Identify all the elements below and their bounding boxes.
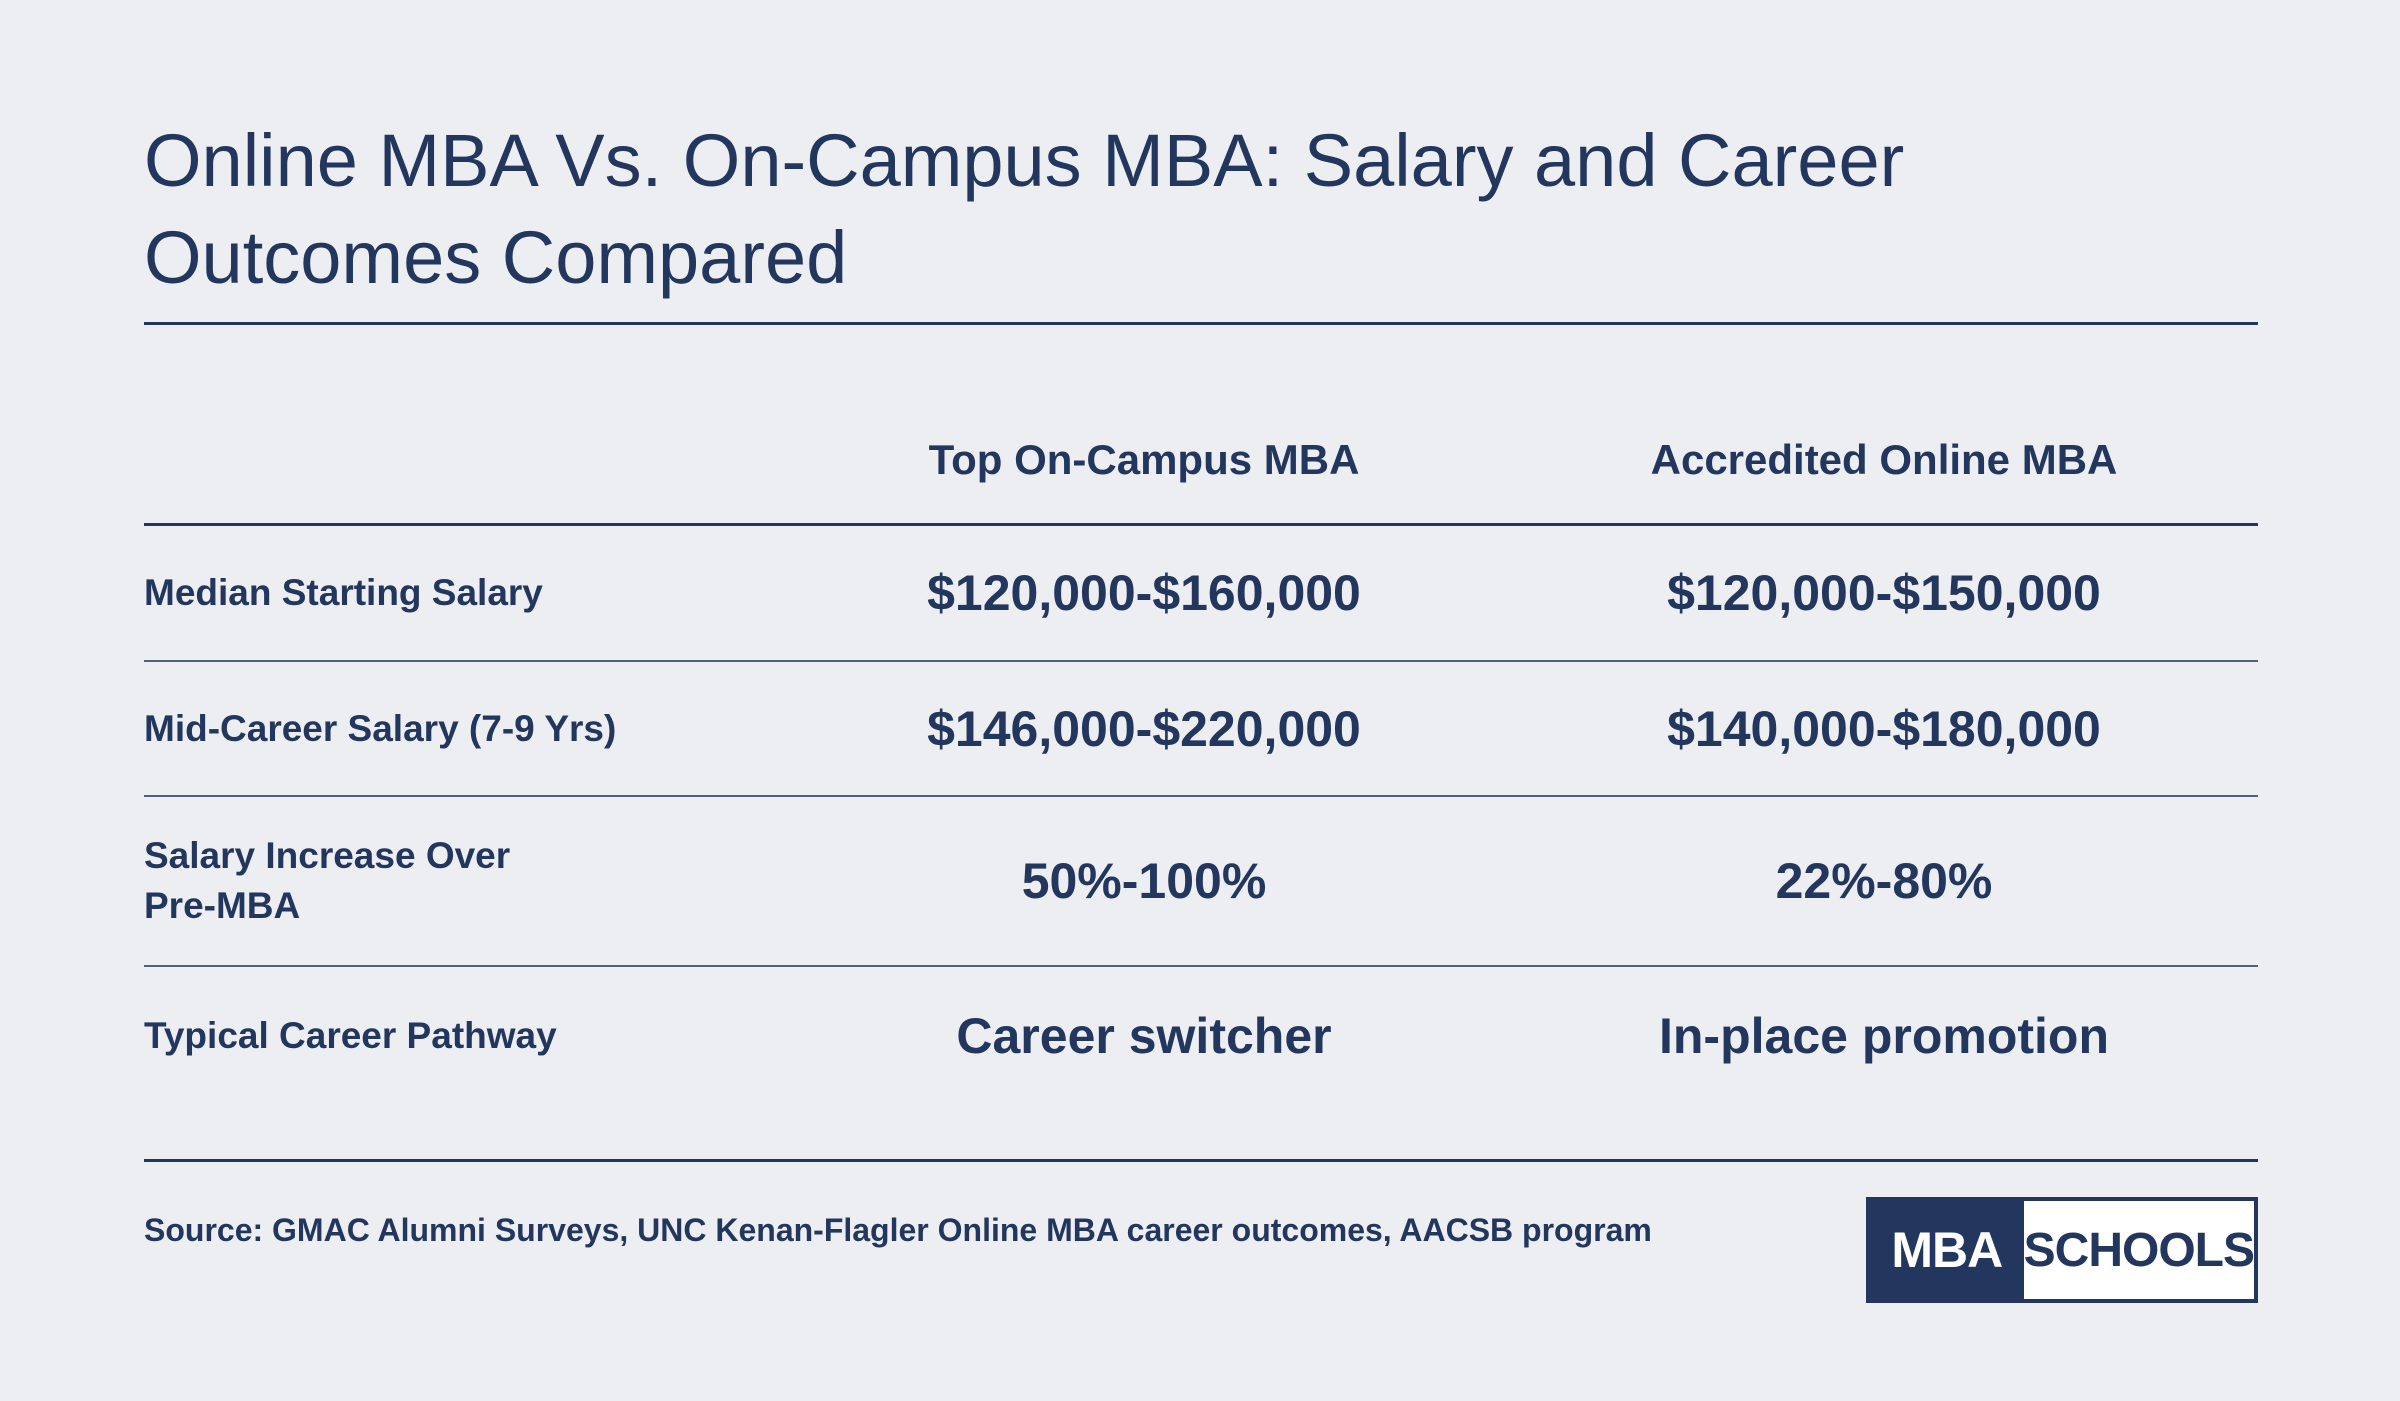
cell-on-campus: $146,000-$220,000	[927, 700, 1361, 757]
row-label: Mid-Career Salary (7-9 Yrs)	[144, 707, 617, 749]
column-header-online: Accredited Online MBA	[1650, 436, 2118, 483]
cell-on-campus: 50%-100%	[1021, 853, 1267, 909]
column-header-on-campus: Top On-Campus MBA	[928, 436, 1360, 483]
logo-mba-text: MBA	[1870, 1201, 2024, 1299]
row-label: Median Starting Salary	[144, 571, 543, 613]
cell-on-campus: Career switcher	[956, 1007, 1332, 1064]
cell-on-campus: $120,000-$160,000	[927, 564, 1361, 621]
row-divider	[144, 795, 2258, 797]
cell-online: 22%-80%	[1775, 853, 1993, 909]
row-label: Salary Increase Over Pre-MBA	[144, 835, 511, 926]
cell-online: $120,000-$150,000	[1667, 564, 2101, 621]
row-divider	[144, 965, 2258, 967]
row-label: Typical Career Pathway	[144, 1014, 557, 1056]
header-divider	[144, 523, 2258, 526]
table-row: Median Starting Salary $120,000-$160,000…	[144, 525, 2258, 660]
footer-divider	[144, 1159, 2258, 1162]
logo-schools-text: SCHOOLS	[2023, 1223, 2255, 1277]
source-note: Source: GMAC Alumni Surveys, UNC Kenan-F…	[144, 1212, 1652, 1248]
table-row: Mid-Career Salary (7-9 Yrs) $146,000-$22…	[144, 662, 2258, 795]
mba-schools-logo: MBA SCHOOLS	[1866, 1197, 2258, 1303]
table-row: Typical Career Pathway Career switcher I…	[144, 967, 2258, 1104]
cell-online: $140,000-$180,000	[1667, 700, 2101, 757]
cell-online: In-place promotion	[1659, 1007, 2109, 1064]
row-divider	[144, 660, 2258, 662]
title-divider	[144, 322, 2258, 325]
table-row: Salary Increase Over Pre-MBA 50%-100% 22…	[144, 797, 2258, 965]
page-title: Online MBA Vs. On-Campus MBA: Salary and…	[144, 119, 1905, 299]
